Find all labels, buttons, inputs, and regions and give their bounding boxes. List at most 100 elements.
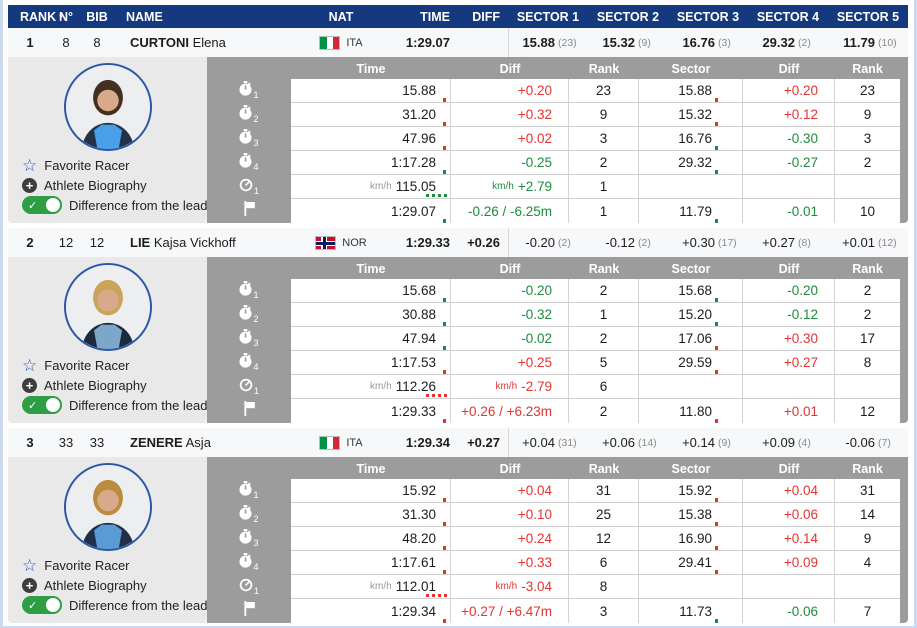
split-diff: +0.02	[517, 131, 552, 146]
split-diff: -0.32	[521, 307, 552, 322]
racer-time: 1:29.33	[405, 235, 450, 250]
split-header-diff2: Diff	[778, 262, 800, 276]
split-diff-cell: +0.02	[451, 127, 569, 151]
plus-icon: +	[22, 377, 37, 393]
results-header-row: RANK ▾ N° BIB NAME NAT TIME DIFF SECTOR 1…	[8, 5, 908, 28]
split-row-icon: 2	[207, 503, 291, 527]
difference-toggle-row[interactable]: ✓ Difference from the leader	[22, 595, 219, 615]
sector-4-summary: +0.09 (4)	[748, 435, 828, 450]
stopwatch-icon	[239, 305, 252, 325]
split-sector-cell: 16.76	[639, 127, 743, 151]
racer-row[interactable]: 1 8 8 CURTONI Elena ITA 1:29.07 15.88 (23) 15.32…	[8, 28, 908, 57]
split-sector-diff-cell: +0.12	[743, 103, 835, 127]
racer-row[interactable]: 2 12 12 LIE Kajsa Vickhoff NOR 1:29.33 +0.26 -0…	[8, 228, 908, 257]
sector-rank: (14)	[638, 436, 657, 449]
racer-bib: 12	[89, 235, 105, 250]
difference-toggle-row[interactable]: ✓ Difference from the leader	[22, 395, 219, 415]
trend-mark	[426, 594, 448, 597]
header-nat[interactable]: NAT	[328, 9, 354, 24]
header-sector4[interactable]: SECTOR 4	[756, 9, 820, 24]
header-number[interactable]: N°	[58, 9, 74, 24]
split-diff-cell: -0.02	[451, 327, 569, 351]
norway-flag-icon	[315, 235, 337, 250]
split-sector-rank-cell: 9	[835, 527, 900, 551]
split-rank-cell: 3	[569, 599, 639, 623]
split-sector-cell: 11.80	[639, 399, 743, 423]
athlete-biography-button[interactable]: + Athlete Biography	[22, 375, 207, 395]
split-row: 1:17.61 +0.33 6 29.41 +0.09 4	[291, 551, 900, 575]
trend-mark	[443, 370, 446, 374]
difference-toggle-label: Difference from the leader	[69, 197, 220, 213]
split-time-cell: 15.88	[291, 79, 451, 103]
split-diff-cell: +0.20	[451, 79, 569, 103]
athlete-biography-label: Athlete Biography	[44, 577, 147, 593]
split-header-sector: Sector	[671, 62, 711, 76]
sector-value: 16.76	[682, 35, 715, 50]
racer-name: LIE Kajsa Vickhoff	[114, 235, 296, 250]
split-header-diff: Diff	[499, 462, 521, 476]
racer-nation: NOR	[296, 235, 386, 250]
split-time: 31.30	[402, 507, 436, 522]
split-row: 1:29.33 +0.26 / +6.23m 2 11.80 +0.01 12	[291, 399, 900, 423]
difference-toggle-row[interactable]: ✓ Difference from the leader	[22, 195, 219, 215]
split-rank-cell: 23	[569, 79, 639, 103]
split-time-cell: 1:29.34	[291, 599, 451, 623]
split-diff: +0.24	[517, 531, 552, 546]
trend-mark	[715, 298, 718, 302]
split-table-header: Time Diff Rank Sector Diff Rank	[291, 257, 900, 279]
nation-code: ITA	[346, 436, 363, 449]
sector-1-summary: +0.04 (31)	[508, 428, 588, 457]
split-time: 48.20	[402, 531, 436, 546]
trend-mark	[715, 98, 718, 102]
split-row-icon: 1	[207, 279, 291, 303]
header-sector2[interactable]: SECTOR 2	[596, 9, 660, 24]
favorite-racer-button[interactable]: ☆ Favorite Racer	[22, 555, 207, 575]
favorite-racer-button[interactable]: ☆ Favorite Racer	[22, 355, 207, 375]
header-sector3[interactable]: SECTOR 3	[676, 9, 740, 24]
split-sector-cell	[639, 175, 743, 199]
athlete-biography-button[interactable]: + Athlete Biography	[22, 175, 207, 195]
stopwatch-icon	[239, 281, 252, 301]
split-header-diff2: Diff	[778, 462, 800, 476]
racer-row[interactable]: 3 33 33 ZENERE Asja ITA 1:29.34 +0.27 +0.04 (31)…	[8, 428, 908, 457]
header-name[interactable]: NAME	[126, 9, 163, 24]
split-sector-diff-cell: +0.09	[743, 551, 835, 575]
header-sector5[interactable]: SECTOR 5	[836, 9, 900, 24]
racer-first-name: Asja	[185, 435, 211, 450]
split-sector: 11.79	[679, 203, 712, 219]
split-sector-rank-cell: 8	[835, 351, 900, 375]
split-row: km/h 112.26 km/h -2.79 6	[291, 375, 900, 399]
split-rank-cell: 8	[569, 575, 639, 599]
split-sector-diff-cell: +0.06	[743, 503, 835, 527]
split-sector-cell: 11.79	[639, 199, 743, 223]
header-time[interactable]: TIME	[420, 9, 450, 24]
sector-rank: (7)	[878, 436, 891, 449]
split-sector: 15.32	[678, 107, 712, 122]
sort-desc-icon: ▾	[59, 11, 64, 21]
athlete-biography-button[interactable]: + Athlete Biography	[22, 575, 207, 595]
header-diff[interactable]: DIFF	[472, 9, 500, 24]
difference-toggle[interactable]: ✓	[22, 596, 62, 614]
split-rank-cell: 2	[569, 151, 639, 175]
header-rank[interactable]: RANK ▾	[8, 10, 63, 24]
split-index: 2	[253, 513, 259, 524]
header-bib[interactable]: BIB	[86, 9, 108, 24]
split-sector: 17.06	[678, 331, 712, 346]
difference-toggle[interactable]: ✓	[22, 196, 62, 214]
split-table-header: Time Diff Rank Sector Diff Rank	[291, 57, 900, 79]
split-sector-diff-cell: +0.30	[743, 327, 835, 351]
split-time-cell: 31.30	[291, 503, 451, 527]
racer-name: CURTONI Elena	[114, 35, 296, 50]
difference-toggle[interactable]: ✓	[22, 396, 62, 414]
favorite-racer-button[interactable]: ☆ Favorite Racer	[22, 155, 207, 175]
speed-unit: km/h	[492, 181, 514, 192]
split-sector-diff: -0.27	[787, 155, 818, 170]
racer-rank: 2	[26, 235, 34, 250]
sector-rank: (2)	[638, 236, 651, 249]
split-sector-diff: -0.20	[787, 283, 818, 298]
italy-flag-icon	[319, 35, 341, 50]
header-sector1[interactable]: SECTOR 1	[516, 9, 580, 24]
split-time: 15.68	[402, 283, 436, 298]
split-sector-diff: +0.27	[783, 355, 818, 370]
split-header-diff: Diff	[499, 62, 521, 76]
